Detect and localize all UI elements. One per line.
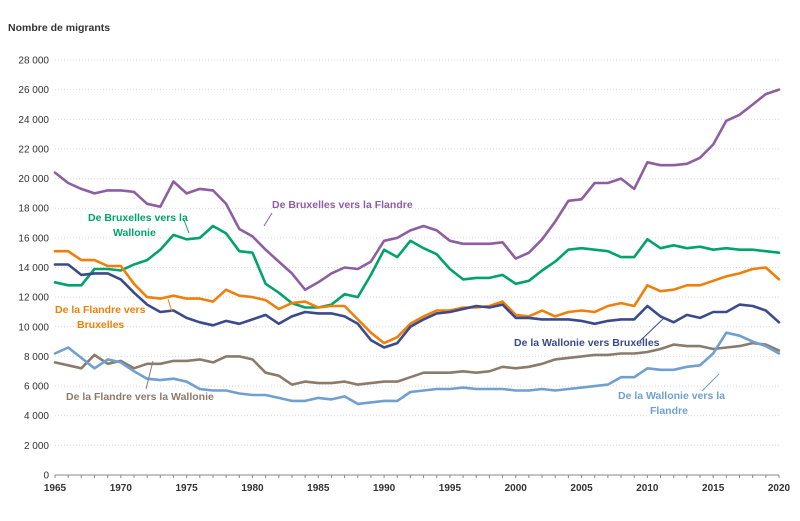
y-axis-title: Nombre de migrants [8,22,110,34]
y-tick-label: 6 000 [24,382,49,393]
x-tick-label: 2000 [505,483,528,494]
y-tick-label: 4 000 [24,411,49,422]
y-tick-label: 20 000 [18,174,49,185]
series-line-4 [53,263,781,349]
y-tick-label: 12 000 [18,293,49,304]
label-flandre-bruxelles-line1: De la Flandre vers [55,304,146,316]
label-bruxelles-flandre: De Bruxelles vers la Flandre [272,199,413,211]
y-tick-label: 22 000 [18,144,49,155]
x-tick-label: 1985 [307,483,330,494]
y-tick-label: 28 000 [18,56,49,67]
y-tick-label: 16 000 [18,233,49,244]
label-bruxelles-wallonie-line2: Wallonie [113,227,156,239]
label-flandre-wallonie: De la Flandre vers la Wallonie [66,391,214,403]
x-tick-label: 1965 [44,483,67,494]
x-tick-label: 1990 [373,483,396,494]
y-tick-label: 10 000 [18,322,49,333]
series-lines [53,88,781,406]
label-wallonie-flandre-line2: Flandre [650,405,688,417]
y-tick-label: 18 000 [18,204,49,215]
x-tick-label: 1980 [241,483,264,494]
y-tick-label: 26 000 [18,85,49,96]
axes: 0 2 000 4 000 6 000 8 000 10 000 12 000 14 000 1… [18,56,790,495]
y-tick-label: 0 [43,471,49,482]
x-tick-label: 2005 [570,483,593,494]
leader-bruxelles-wallonie [183,219,190,234]
x-tick-label: 1970 [110,483,133,494]
leader-wallonie-flandre [701,373,720,392]
grid [55,59,779,446]
series-line-1 [53,88,781,292]
series-line-2 [53,224,781,309]
y-tick-label: 8 000 [24,352,49,363]
x-tick-label: 2010 [636,483,659,494]
label-wallonie-flandre-line1: De la Wallonie vers la [618,390,725,402]
leader-wallonie-bruxelles [639,317,665,342]
x-tick-label: 1975 [176,483,199,494]
leader-bruxelles-flandre [263,212,273,227]
leader-flandre-bruxelles [167,298,173,313]
x-tick-label: 1995 [439,483,462,494]
series-line-6 [53,331,781,406]
series-line-3 [53,249,781,345]
label-wallonie-bruxelles: De la Wallonie vers Bruxelles [514,337,660,349]
series-labels: De Bruxelles vers la Flandre De Bruxelle… [55,199,725,417]
y-tick-label: 14 000 [18,263,49,274]
x-tick-label: 2015 [702,483,725,494]
label-bruxelles-wallonie-line1: De Bruxelles vers la [88,212,188,224]
series-line-5 [53,341,781,386]
leader-flandre-wallonie [145,360,154,390]
label-flandre-bruxelles-line2: Bruxelles [77,319,124,331]
x-tick-label: 2020 [768,483,791,494]
y-tick-label: 2 000 [24,441,49,452]
y-tick-label: 24 000 [18,115,49,126]
